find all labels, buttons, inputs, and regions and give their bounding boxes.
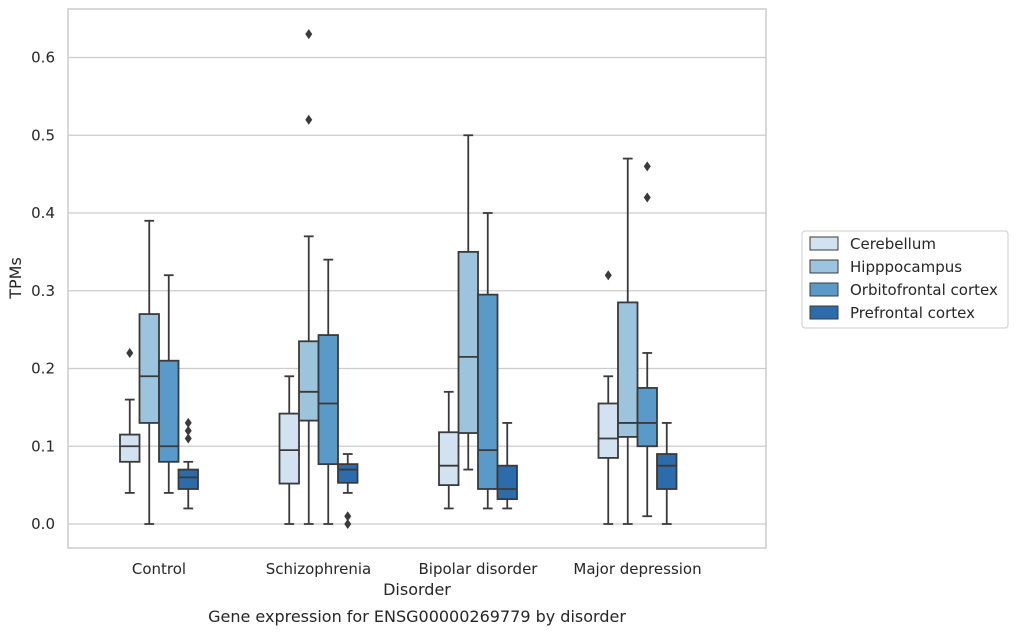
box (438, 431, 460, 487)
box-group (119, 347, 141, 494)
x-axis-title: Disorder (383, 580, 451, 599)
box-group (177, 417, 199, 510)
box-group (597, 270, 619, 525)
outlier-point (184, 425, 192, 436)
y-tick-label: 0.4 (31, 204, 55, 222)
legend-label: Hipppocampus (850, 258, 962, 276)
legend-swatch (809, 282, 839, 297)
box-group (656, 422, 678, 525)
outlier-point (344, 511, 352, 522)
x-tick-label: Bipolar disorder (419, 560, 539, 578)
box-group (298, 29, 320, 525)
outlier-point (643, 161, 651, 172)
legend-swatch (809, 305, 839, 320)
box-group (636, 161, 658, 518)
y-tick-labels: 0.0 0.1 0.2 0.3 0.4 0.5 0.6 (31, 49, 55, 534)
y-tick-label: 0.3 (31, 282, 55, 300)
box (298, 340, 320, 422)
x-tick-labels: Control Schizophrenia Bipolar disorder Majo… (132, 560, 702, 578)
box (317, 334, 339, 466)
legend-label: Cerebellum (850, 235, 936, 253)
legend-label: Prefrontal cortex (850, 304, 975, 322)
box (278, 412, 300, 485)
y-tick-label: 0.1 (31, 437, 55, 455)
legend-label: Orbitofrontal cortex (850, 281, 998, 299)
box-group (337, 453, 359, 529)
outlier-point (643, 192, 651, 203)
box (496, 464, 518, 501)
outlier-point (184, 417, 192, 428)
outlier-point (305, 114, 313, 125)
legend-swatch (809, 259, 839, 274)
y-axis-title: TPMs (6, 257, 25, 300)
box (477, 293, 499, 490)
outlier-point (604, 270, 612, 281)
box-group (138, 219, 160, 525)
box-group (457, 134, 479, 471)
x-tick-label: Control (132, 560, 186, 578)
box (138, 313, 160, 424)
box-group (477, 212, 499, 510)
box (158, 359, 180, 463)
legend-frame (801, 230, 1009, 329)
x-tick-label: Major depression (573, 560, 701, 578)
plot-area-frame (67, 8, 767, 549)
box (656, 453, 678, 490)
box (617, 301, 639, 438)
box (337, 463, 359, 484)
y-tick-label: 0.5 (31, 126, 55, 144)
box-group (438, 390, 460, 510)
outlier-point (305, 29, 313, 40)
y-tick-label: 0.0 (31, 515, 55, 533)
box-group (278, 375, 300, 525)
box (119, 433, 141, 463)
box-group (317, 258, 339, 525)
outlier-point (344, 519, 352, 529)
box (636, 387, 658, 448)
y-tick-label: 0.2 (31, 360, 55, 378)
box (457, 250, 479, 434)
box-group (496, 422, 518, 510)
boxes (119, 29, 678, 529)
legend-swatch (809, 236, 839, 251)
chart-caption: Gene expression for ENSG00000269779 by d… (208, 607, 626, 626)
legend-items: Cerebellum Hipppocampus Orbitofrontal cort… (809, 235, 998, 322)
y-tick-label: 0.6 (31, 49, 55, 67)
box (597, 402, 619, 459)
outlier-point (184, 433, 192, 444)
outlier-point (126, 347, 134, 358)
legend: Cerebellum Hipppocampus Orbitofrontal cort… (801, 230, 1009, 329)
box-group (158, 274, 180, 494)
box (177, 468, 199, 490)
grid-lines (68, 56, 766, 525)
x-tick-label: Schizophrenia (266, 560, 371, 578)
box-group (617, 157, 639, 525)
